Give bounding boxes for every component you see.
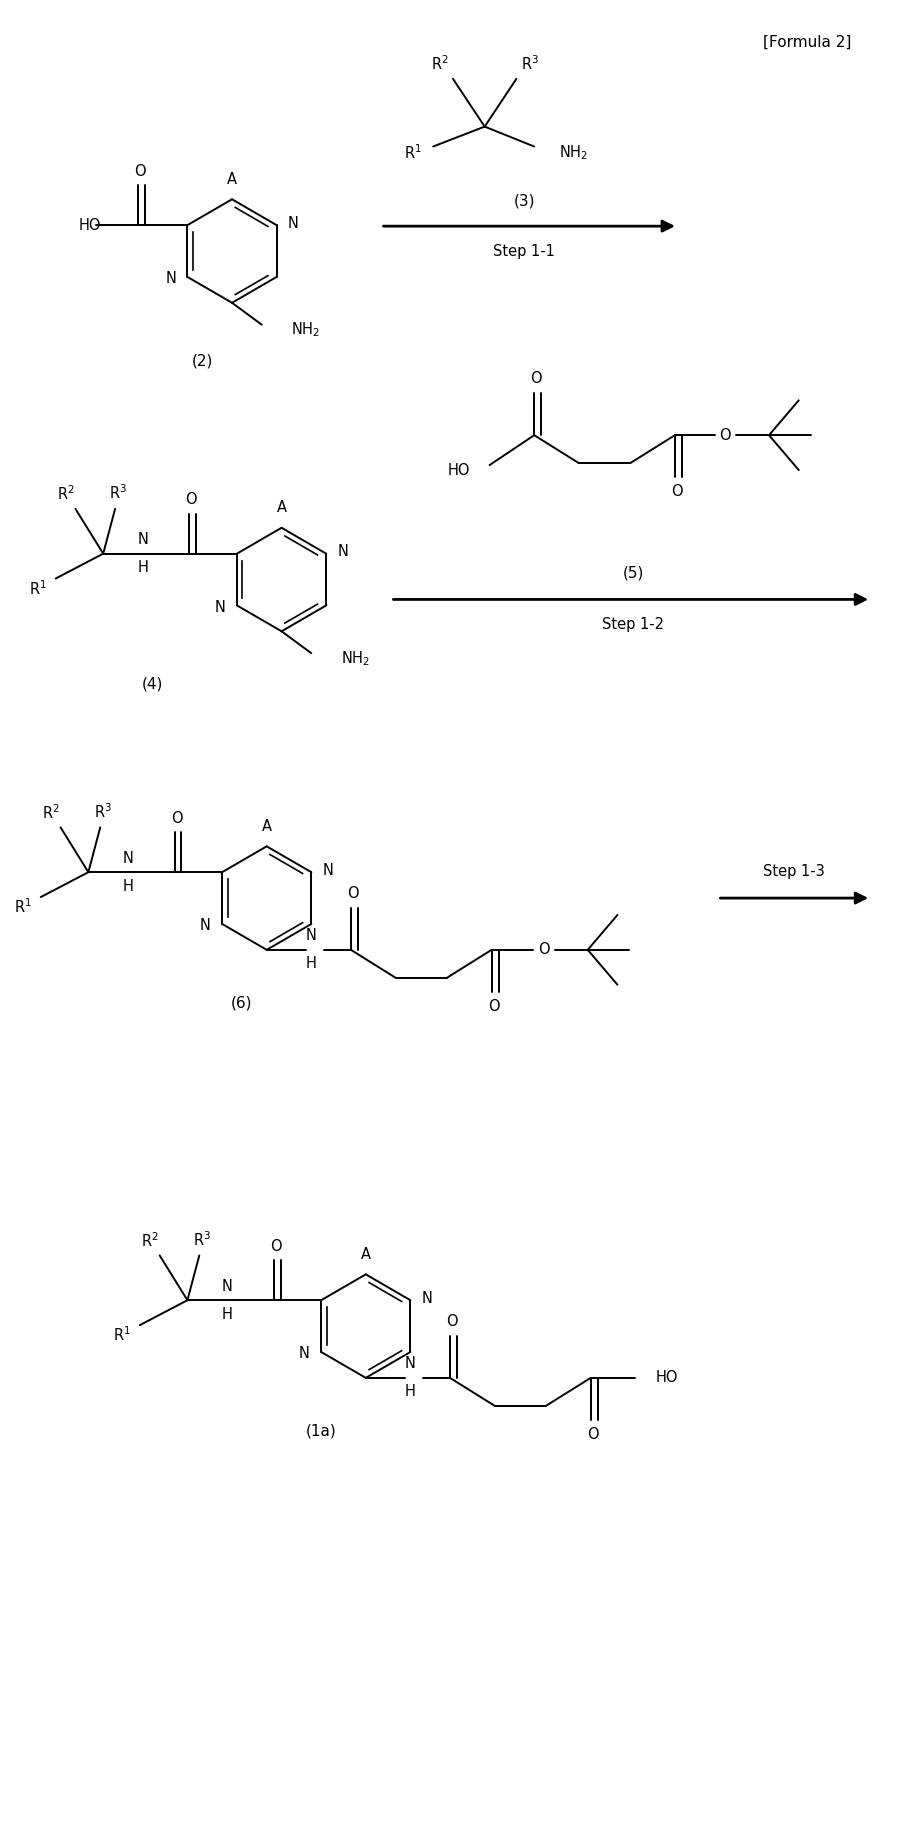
Text: A: A [276, 501, 286, 515]
Text: H: H [306, 956, 317, 971]
Text: (5): (5) [623, 565, 644, 579]
Text: N: N [405, 1356, 416, 1371]
Text: N: N [422, 1291, 433, 1305]
Text: O: O [347, 885, 359, 901]
Text: O: O [185, 492, 197, 508]
Text: NH$_2$: NH$_2$ [292, 320, 320, 338]
Text: R$^3$: R$^3$ [521, 55, 539, 73]
Text: NH$_2$: NH$_2$ [341, 649, 370, 667]
Text: [Formula 2]: [Formula 2] [763, 35, 851, 49]
Text: O: O [671, 484, 683, 499]
Text: O: O [171, 812, 183, 826]
Text: N: N [122, 850, 133, 866]
Text: A: A [227, 172, 237, 186]
Text: A: A [361, 1247, 371, 1261]
Text: H: H [138, 559, 148, 576]
Text: O: O [446, 1314, 458, 1329]
Text: R$^2$: R$^2$ [41, 802, 59, 823]
Text: R$^2$: R$^2$ [141, 1230, 158, 1250]
Text: HO: HO [78, 218, 101, 232]
Text: R$^1$: R$^1$ [29, 579, 47, 598]
Text: Step 1-3: Step 1-3 [763, 863, 824, 879]
Text: H: H [405, 1384, 416, 1398]
Text: (3): (3) [514, 194, 536, 208]
Text: O: O [720, 428, 731, 442]
Text: R$^3$: R$^3$ [109, 484, 127, 503]
Text: O: O [270, 1239, 282, 1254]
Text: H: H [221, 1307, 232, 1322]
Text: N: N [200, 918, 211, 934]
Text: N: N [306, 929, 317, 943]
Text: R$^1$: R$^1$ [14, 898, 32, 916]
Text: R$^2$: R$^2$ [431, 55, 449, 73]
Text: R$^2$: R$^2$ [57, 484, 75, 503]
Text: O: O [587, 1428, 599, 1442]
Text: N: N [138, 532, 148, 547]
Text: HO: HO [447, 462, 470, 477]
Text: N: N [221, 1280, 232, 1294]
Text: N: N [288, 216, 299, 230]
Text: Step 1-2: Step 1-2 [602, 616, 664, 632]
Text: N: N [215, 600, 226, 614]
Text: (1a): (1a) [306, 1424, 337, 1439]
Text: (2): (2) [192, 353, 213, 367]
Text: Step 1-1: Step 1-1 [493, 243, 555, 258]
Text: N: N [323, 863, 334, 877]
Text: O: O [134, 165, 146, 179]
Text: (4): (4) [142, 676, 164, 691]
Text: N: N [299, 1347, 310, 1362]
Text: N: N [165, 271, 176, 287]
Text: NH$_2$: NH$_2$ [559, 143, 588, 163]
Text: R$^3$: R$^3$ [94, 802, 112, 821]
Text: O: O [488, 1000, 500, 1015]
Text: O: O [538, 943, 550, 958]
Text: R$^3$: R$^3$ [194, 1230, 212, 1249]
Text: (6): (6) [231, 994, 253, 1011]
Text: O: O [530, 371, 542, 386]
Text: A: A [262, 819, 272, 834]
Text: H: H [122, 879, 133, 894]
Text: N: N [338, 545, 348, 559]
Text: HO: HO [656, 1371, 679, 1386]
Text: R$^1$: R$^1$ [113, 1325, 130, 1344]
Text: R$^1$: R$^1$ [404, 143, 422, 163]
